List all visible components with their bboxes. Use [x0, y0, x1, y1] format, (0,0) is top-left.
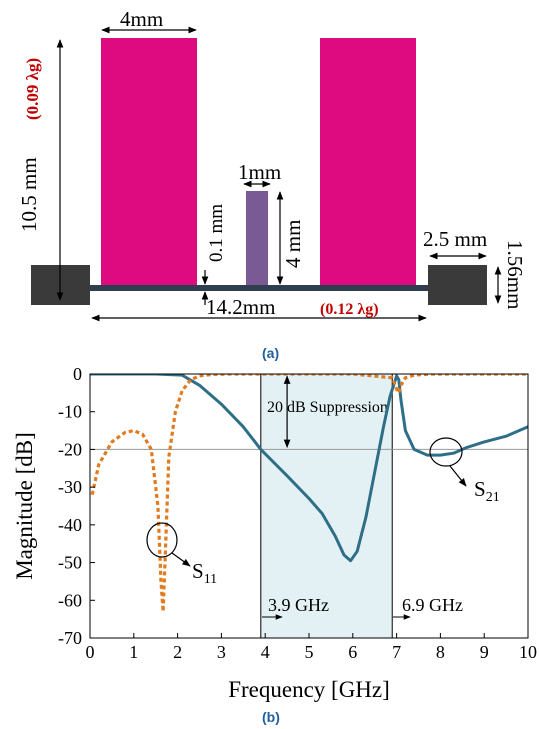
dim-label-port-thickness: 1.56mm [503, 240, 527, 309]
dim-label-port-length: 2.5 mm [423, 227, 487, 251]
y-tick-label: -70 [58, 628, 82, 648]
x-tick-label: 5 [305, 642, 314, 662]
suppression-label: 20 dB Suppression [267, 399, 388, 416]
x-tick-label: 3 [217, 642, 226, 662]
s21-label-sub: 21 [486, 490, 500, 505]
center-stub [246, 191, 268, 285]
dim-label-gap: 0.1 mm [206, 204, 227, 262]
dim-label-center-width: 1mm [238, 160, 281, 184]
right-port [428, 265, 487, 305]
x-tick-label: 8 [436, 642, 445, 662]
x-tick-label: 2 [173, 642, 182, 662]
y-axis-title: Magnitude [dB] [12, 432, 37, 580]
x-tick-label: 10 [519, 642, 537, 662]
s-parameter-chart: 20 dB Suppression 0 1 2 3 4 5 6 7 8 9 10 0 -10 -20 -30… [12, 364, 537, 725]
y-tick-label: -50 [58, 553, 82, 573]
y-tick-label: -30 [58, 477, 82, 497]
dim-label-stub-width: 4mm [120, 7, 163, 31]
series-line-s21 [90, 374, 528, 563]
x-tick-label: 7 [392, 642, 401, 662]
left-stub [101, 38, 197, 285]
caption-b: (b) [262, 709, 280, 725]
y-tick-label: -10 [58, 402, 82, 422]
series-line-s11 [90, 374, 528, 614]
s21-marker-pointer [449, 465, 467, 487]
x-tick-label: 1 [129, 642, 138, 662]
s11-label: S11 [192, 559, 217, 587]
x-tick-label: 0 [86, 642, 95, 662]
dim-label-total-length: 14.2mm [206, 295, 275, 319]
right-stub [320, 38, 416, 285]
band-low-label: 3.9 GHz [268, 595, 329, 615]
dim-label-height: 10.5 mm [17, 157, 41, 232]
caption-a: (a) [262, 345, 279, 361]
filter-layout-diagram: 4mm 10.5 mm (0.09 λg) 1mm 4 mm 0.1 mm 2.… [17, 7, 527, 361]
s11-marker-pointer [171, 552, 191, 567]
s21-label-main: S [474, 477, 486, 501]
transmission-line [90, 285, 428, 291]
s21-label: S21 [474, 477, 500, 505]
s11-marker-circle [146, 522, 178, 558]
s11-label-main: S [192, 559, 204, 583]
x-axis-title: Frequency [GHz] [228, 677, 390, 702]
y-tick-label: -60 [58, 590, 82, 610]
y-tick-label: -40 [58, 515, 82, 535]
dim-label-center-height: 4 mm [281, 220, 305, 268]
dim-label-height-wavelength: (0.09 λg) [23, 58, 42, 120]
x-tick-label: 4 [261, 642, 270, 662]
stopband-region [260, 373, 393, 639]
x-tick-label: 6 [348, 642, 357, 662]
y-tick-label: -20 [58, 439, 82, 459]
x-tick-label: 9 [480, 642, 489, 662]
s21-marker-circle [429, 437, 463, 467]
s11-label-sub: 11 [204, 572, 217, 587]
band-high-label: 6.9 GHz [402, 595, 463, 615]
y-tick-label: 0 [73, 364, 82, 384]
dim-label-total-length-wavelength: (0.12 λg) [320, 301, 379, 318]
